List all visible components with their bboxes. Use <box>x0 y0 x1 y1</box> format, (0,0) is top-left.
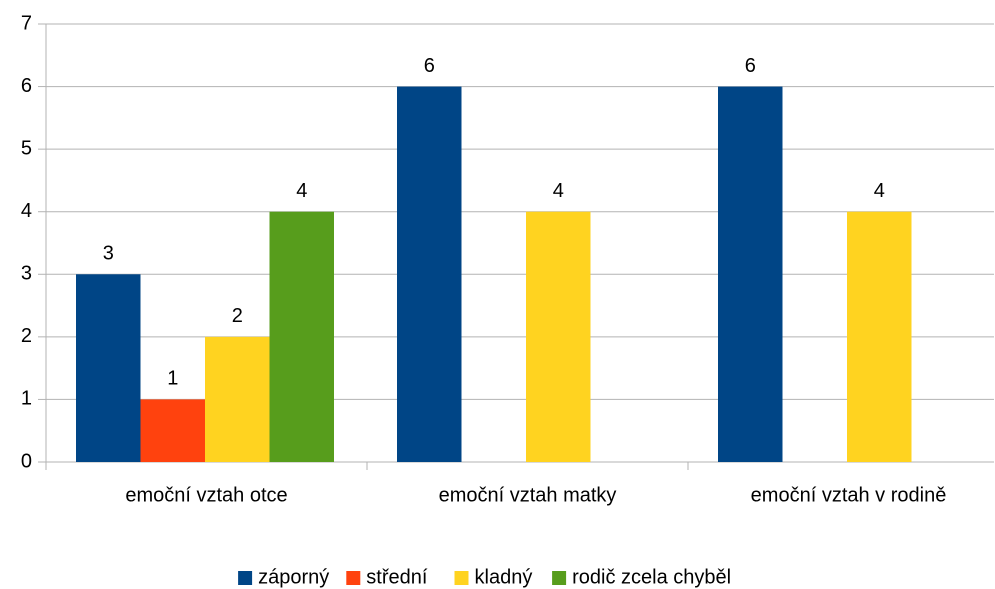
y-tick-label: 1 <box>21 388 32 410</box>
y-tick-label: 4 <box>21 200 32 222</box>
bar <box>718 86 783 463</box>
bar <box>205 336 270 462</box>
x-tick-label: emoční vztah matky <box>439 484 617 506</box>
x-tick-label: emoční vztah otce <box>125 484 287 506</box>
bar <box>397 86 462 463</box>
legend-label: záporný <box>258 566 329 588</box>
data-label: 6 <box>424 55 435 77</box>
bar <box>140 399 205 462</box>
legend-label: rodič zcela chyběl <box>572 566 731 588</box>
legend-swatch <box>454 571 469 585</box>
y-tick-label: 2 <box>21 325 32 347</box>
legend-swatch <box>238 571 253 585</box>
data-label: 1 <box>167 368 178 390</box>
data-label: 4 <box>553 180 564 202</box>
y-tick-label: 5 <box>21 137 32 159</box>
data-label: 2 <box>232 305 243 327</box>
legend-label: střední <box>366 566 428 588</box>
data-label: 4 <box>296 180 307 202</box>
y-tick-label: 3 <box>21 263 32 285</box>
bar <box>76 274 141 462</box>
bar <box>269 211 334 462</box>
legend-label: kladný <box>475 566 533 588</box>
legend-swatch <box>552 571 567 585</box>
data-label: 3 <box>103 243 114 265</box>
y-tick-label: 7 <box>21 12 32 34</box>
data-label: 4 <box>874 180 885 202</box>
x-tick-label: emoční vztah v rodině <box>751 484 947 506</box>
bar <box>847 211 912 462</box>
bar <box>526 211 591 462</box>
y-tick-label: 0 <box>21 450 32 472</box>
y-tick-label: 6 <box>21 75 32 97</box>
data-label: 6 <box>745 55 756 77</box>
legend-swatch <box>346 571 361 585</box>
